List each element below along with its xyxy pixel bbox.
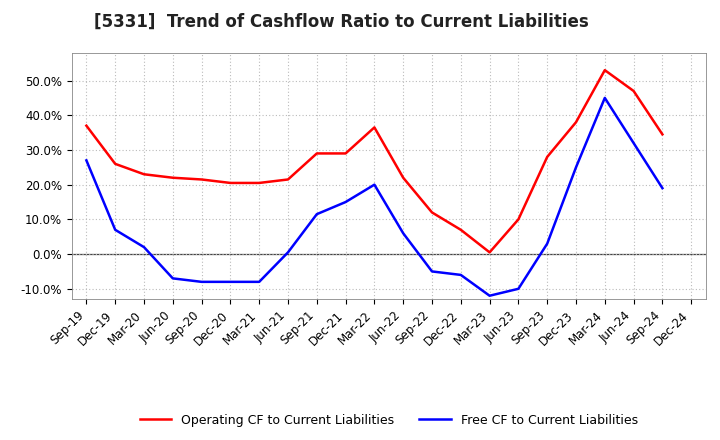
Line: Operating CF to Current Liabilities: Operating CF to Current Liabilities bbox=[86, 70, 662, 253]
Free CF to Current Liabilities bbox=[600, 95, 609, 101]
Operating CF to Current Liabilities bbox=[111, 161, 120, 166]
Free CF to Current Liabilities bbox=[572, 165, 580, 170]
Operating CF to Current Liabilities bbox=[600, 67, 609, 73]
Free CF to Current Liabilities bbox=[284, 250, 292, 255]
Operating CF to Current Liabilities bbox=[514, 217, 523, 222]
Operating CF to Current Liabilities bbox=[168, 175, 177, 180]
Free CF to Current Liabilities bbox=[543, 241, 552, 246]
Free CF to Current Liabilities bbox=[341, 199, 350, 205]
Free CF to Current Liabilities bbox=[168, 276, 177, 281]
Operating CF to Current Liabilities bbox=[485, 250, 494, 255]
Free CF to Current Liabilities bbox=[140, 245, 148, 250]
Free CF to Current Liabilities bbox=[456, 272, 465, 278]
Operating CF to Current Liabilities bbox=[572, 120, 580, 125]
Operating CF to Current Liabilities bbox=[255, 180, 264, 186]
Free CF to Current Liabilities bbox=[226, 279, 235, 285]
Free CF to Current Liabilities bbox=[629, 140, 638, 146]
Line: Free CF to Current Liabilities: Free CF to Current Liabilities bbox=[86, 98, 662, 296]
Operating CF to Current Liabilities bbox=[82, 123, 91, 128]
Free CF to Current Liabilities bbox=[111, 227, 120, 232]
Operating CF to Current Liabilities bbox=[197, 177, 206, 182]
Free CF to Current Liabilities bbox=[514, 286, 523, 291]
Free CF to Current Liabilities bbox=[370, 182, 379, 187]
Operating CF to Current Liabilities bbox=[140, 172, 148, 177]
Operating CF to Current Liabilities bbox=[370, 125, 379, 130]
Operating CF to Current Liabilities bbox=[428, 210, 436, 215]
Free CF to Current Liabilities bbox=[428, 269, 436, 274]
Operating CF to Current Liabilities bbox=[456, 227, 465, 232]
Free CF to Current Liabilities bbox=[658, 186, 667, 191]
Operating CF to Current Liabilities bbox=[226, 180, 235, 186]
Operating CF to Current Liabilities bbox=[341, 151, 350, 156]
Operating CF to Current Liabilities bbox=[629, 88, 638, 94]
Free CF to Current Liabilities bbox=[82, 158, 91, 163]
Text: [5331]  Trend of Cashflow Ratio to Current Liabilities: [5331] Trend of Cashflow Ratio to Curren… bbox=[94, 13, 588, 31]
Free CF to Current Liabilities bbox=[399, 231, 408, 236]
Legend: Operating CF to Current Liabilities, Free CF to Current Liabilities: Operating CF to Current Liabilities, Fre… bbox=[135, 409, 643, 432]
Free CF to Current Liabilities bbox=[255, 279, 264, 285]
Operating CF to Current Liabilities bbox=[543, 154, 552, 160]
Operating CF to Current Liabilities bbox=[312, 151, 321, 156]
Operating CF to Current Liabilities bbox=[658, 132, 667, 137]
Free CF to Current Liabilities bbox=[197, 279, 206, 285]
Operating CF to Current Liabilities bbox=[284, 177, 292, 182]
Operating CF to Current Liabilities bbox=[399, 175, 408, 180]
Free CF to Current Liabilities bbox=[312, 212, 321, 217]
Free CF to Current Liabilities bbox=[485, 293, 494, 298]
